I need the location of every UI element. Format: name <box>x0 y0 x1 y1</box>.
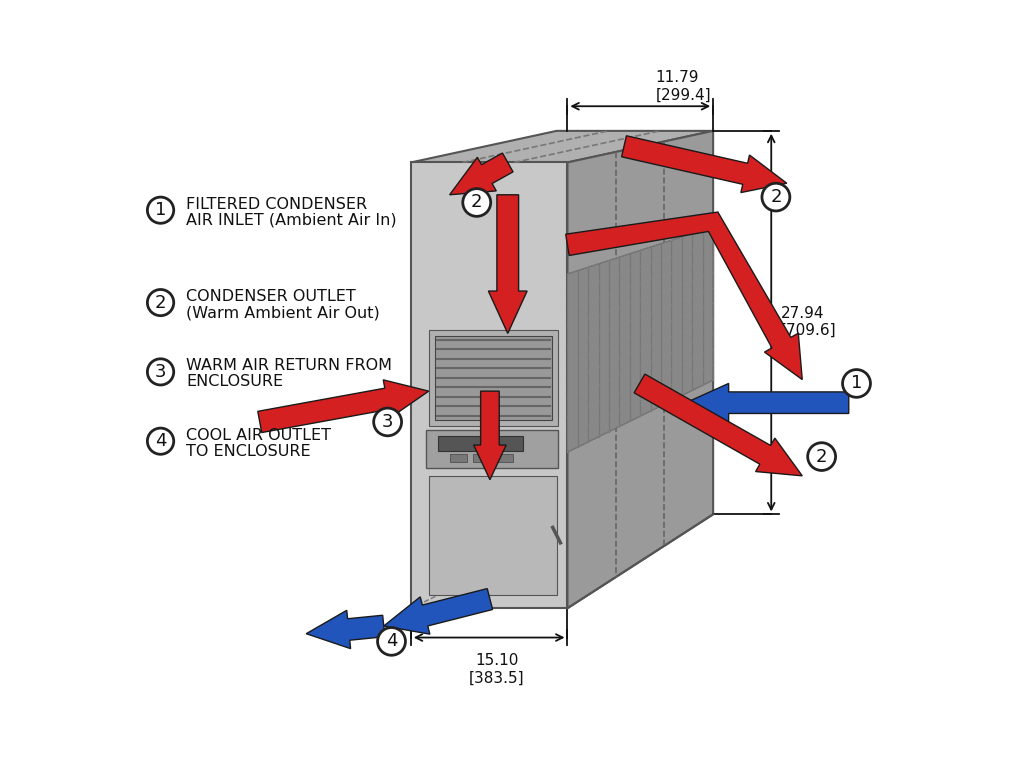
Text: FILTERED CONDENSER: FILTERED CONDENSER <box>186 197 368 211</box>
Circle shape <box>147 428 174 454</box>
Polygon shape <box>634 374 802 476</box>
Text: CONDENSER OUTLET: CONDENSER OUTLET <box>186 289 356 304</box>
Text: 4: 4 <box>386 632 397 650</box>
Polygon shape <box>438 436 523 451</box>
Text: AIR INLET (Ambient Air In): AIR INLET (Ambient Air In) <box>186 213 396 228</box>
Polygon shape <box>384 589 493 634</box>
Circle shape <box>843 369 870 397</box>
Text: 3: 3 <box>155 363 166 381</box>
Text: 2: 2 <box>155 294 166 312</box>
Polygon shape <box>622 136 786 192</box>
Circle shape <box>147 197 174 223</box>
Polygon shape <box>429 329 558 425</box>
Circle shape <box>762 183 790 211</box>
Polygon shape <box>306 610 385 649</box>
Circle shape <box>463 188 490 217</box>
Polygon shape <box>488 195 527 333</box>
Polygon shape <box>565 212 802 379</box>
Polygon shape <box>496 454 513 462</box>
Text: 27.94
[709.6]: 27.94 [709.6] <box>780 306 837 338</box>
Polygon shape <box>450 454 467 462</box>
Polygon shape <box>473 454 489 462</box>
Text: COOL AIR OUTLET: COOL AIR OUTLET <box>186 428 331 443</box>
Text: 1: 1 <box>851 375 862 392</box>
Circle shape <box>808 443 836 470</box>
Text: TO ENCLOSURE: TO ENCLOSURE <box>186 444 310 459</box>
Polygon shape <box>411 131 713 163</box>
Circle shape <box>378 628 406 656</box>
Polygon shape <box>435 335 552 419</box>
Text: 2: 2 <box>770 188 781 206</box>
Polygon shape <box>474 391 506 480</box>
Text: 15.10
[383.5]: 15.10 [383.5] <box>469 653 524 685</box>
Polygon shape <box>426 430 558 468</box>
Polygon shape <box>411 163 567 609</box>
Text: 4: 4 <box>155 432 166 450</box>
Polygon shape <box>567 131 713 609</box>
Text: 2: 2 <box>471 194 482 211</box>
Text: 3: 3 <box>382 413 393 431</box>
Polygon shape <box>686 384 849 422</box>
Text: ENCLOSURE: ENCLOSURE <box>186 375 284 389</box>
Text: 11.79
[299.4]: 11.79 [299.4] <box>655 70 712 102</box>
Text: (Warm Ambient Air Out): (Warm Ambient Air Out) <box>186 305 380 320</box>
Circle shape <box>374 408 401 436</box>
Text: 2: 2 <box>816 447 827 466</box>
Text: WARM AIR RETURN FROM: WARM AIR RETURN FROM <box>186 358 392 373</box>
Circle shape <box>147 359 174 385</box>
Polygon shape <box>567 227 713 452</box>
Text: 1: 1 <box>155 201 166 220</box>
Polygon shape <box>450 153 513 195</box>
Circle shape <box>147 289 174 316</box>
Polygon shape <box>429 476 557 595</box>
Polygon shape <box>258 380 429 432</box>
